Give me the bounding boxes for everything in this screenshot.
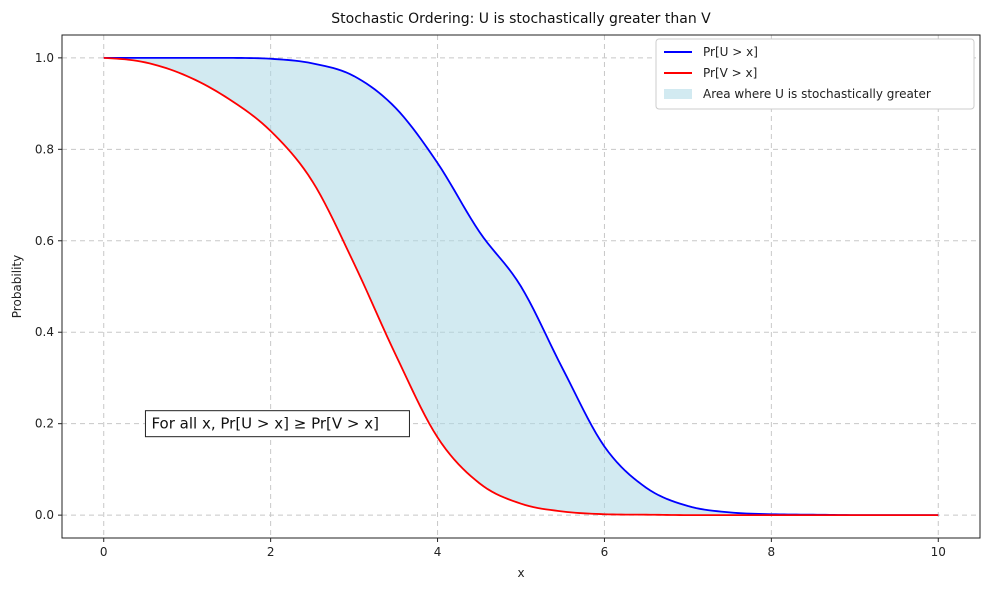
- y-tick-label: 0.0: [35, 508, 54, 522]
- x-tick-label: 10: [931, 545, 946, 559]
- ticks: 0 2 4 6 8 10 0.0 0.2 0.4 0.6 0.8 1.0: [35, 51, 946, 559]
- y-tick-label: 0.8: [35, 142, 54, 156]
- x-axis-label: x: [517, 566, 524, 580]
- chart-title: Stochastic Ordering: U is stochastically…: [331, 11, 711, 27]
- series-line-v: [103, 56, 939, 517]
- legend-label-fill: Area where U is stochastically greater: [703, 87, 931, 101]
- y-tick-label: 1.0: [35, 51, 54, 65]
- y-tick-label: 0.6: [35, 234, 54, 248]
- annotation-box: [144, 410, 410, 438]
- x-tick-label: 2: [267, 545, 275, 559]
- x-tick-label: 6: [601, 545, 609, 559]
- y-tick-label: 0.2: [35, 417, 54, 431]
- legend-label-u: Pr[U > x]: [703, 45, 758, 59]
- annotation: For all x, Pr[U > x] ≥ Pr[V > x]: [144, 410, 410, 438]
- x-tick-label: 8: [768, 545, 776, 559]
- y-tick-label: 0.4: [35, 325, 54, 339]
- legend-label-v: Pr[V > x]: [703, 66, 757, 80]
- legend: Pr[U > x] Pr[V > x] Area where U is stoc…: [655, 38, 975, 110]
- x-tick-label: 4: [434, 545, 442, 559]
- legend-swatch-fill: [664, 89, 692, 99]
- annotation-text: For all x, Pr[U > x] ≥ Pr[V > x]: [151, 415, 379, 433]
- plot-frame: [61, 34, 981, 539]
- y-axis-label: Probability: [10, 255, 24, 318]
- x-tick-label: 0: [100, 545, 108, 559]
- legend-box: [655, 38, 975, 110]
